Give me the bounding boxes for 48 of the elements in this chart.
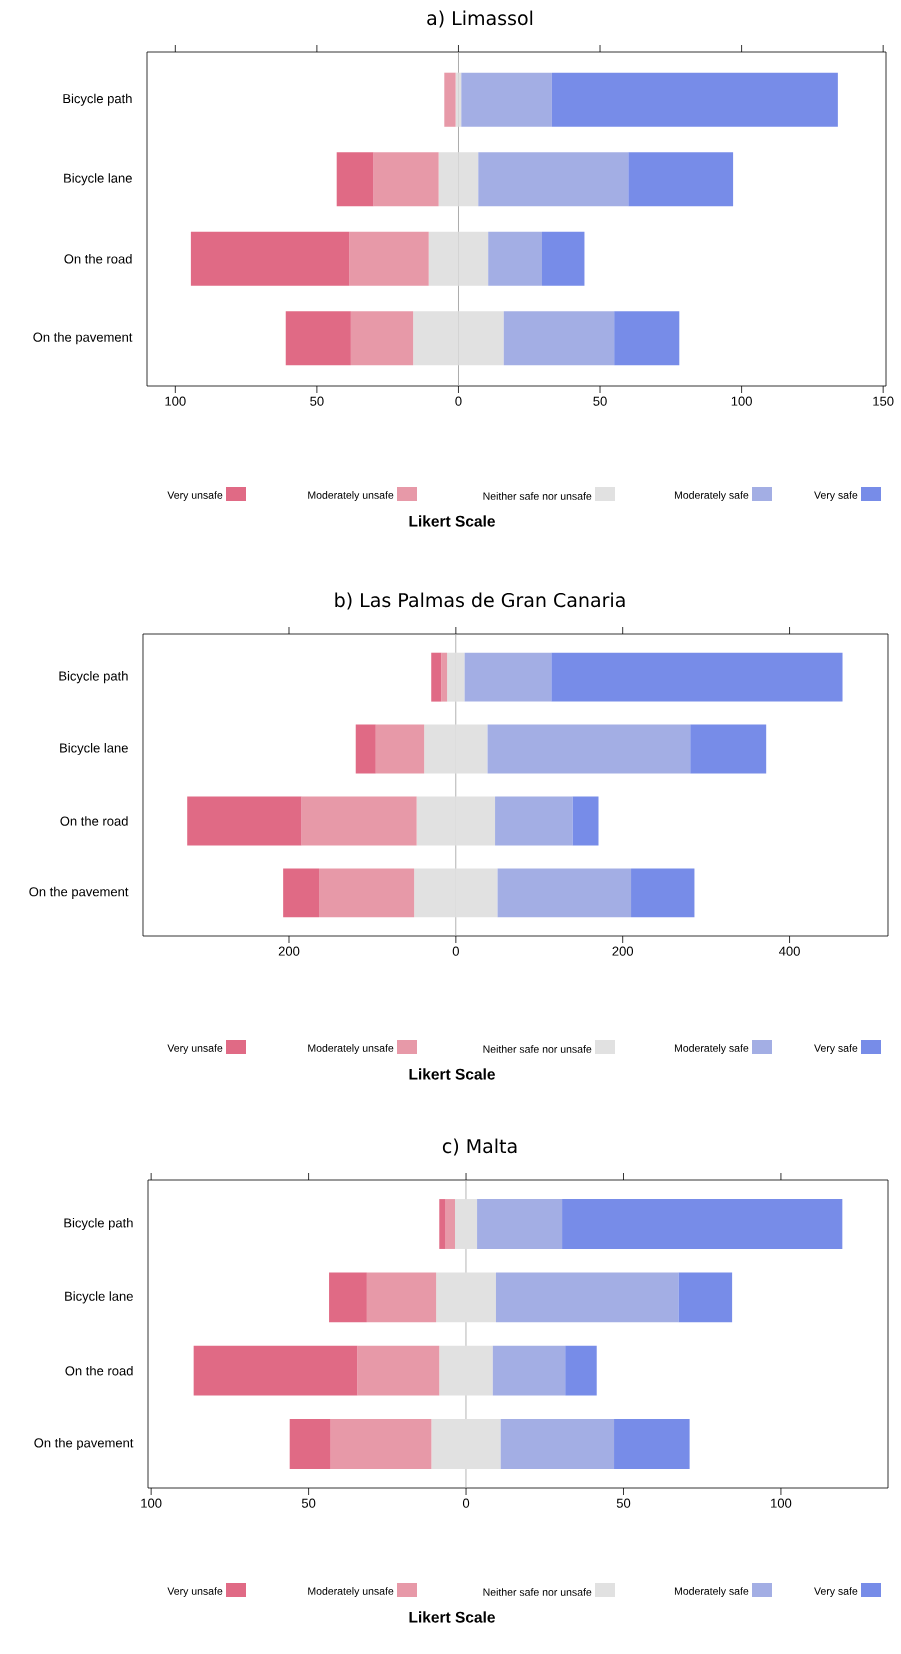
y-tick-label: Bicycle path (63, 93, 132, 106)
x-tick-label: 100 (165, 396, 186, 406)
chart-title: c) Malta (442, 1138, 517, 1156)
x-tick-label: 50 (301, 1498, 316, 1508)
x-tick-label: 50 (593, 396, 607, 406)
chart-title: b) Las Palmas de Gran Canaria (335, 592, 625, 610)
legend-label: Very unsafe (167, 491, 223, 501)
y-tick-label: Bicycle lane (64, 173, 132, 186)
chart-title: a) Limassol (427, 10, 533, 28)
legend-label: Neither safe nor unsafe (483, 1588, 592, 1596)
x-tick-label: 0 (452, 946, 459, 956)
y-tick-label: Bicycle path (59, 671, 128, 684)
legend-label: Very safe (814, 1044, 858, 1054)
y-tick-label: On the road (64, 253, 132, 264)
legend-label: Neither safe nor unsafe (483, 492, 592, 500)
legend-label: Moderately safe (674, 491, 749, 501)
x-tick-label: 100 (731, 396, 752, 406)
x-tick-label: 200 (278, 946, 300, 956)
legend-label: Very safe (814, 1587, 858, 1597)
legend-title: Likert Scale (409, 1611, 495, 1623)
legend-label: Moderately unsafe (308, 1587, 394, 1597)
y-tick-label: Bicycle lane (65, 1291, 133, 1304)
x-tick-label: 200 (612, 946, 634, 956)
legend-label: Neither safe nor unsafe (483, 1045, 592, 1053)
x-tick-label: 0 (462, 1498, 470, 1508)
x-tick-label: 150 (873, 396, 894, 406)
legend-label: Moderately safe (674, 1044, 749, 1054)
x-tick-label: 50 (616, 1498, 631, 1508)
y-tick-label: On the road (65, 1365, 133, 1376)
legend-label: Moderately unsafe (308, 491, 394, 501)
legend-label: Very safe (814, 491, 858, 501)
legend-label: Very unsafe (167, 1587, 223, 1597)
legend-title: Likert Scale (409, 1068, 495, 1080)
x-tick-label: 50 (310, 396, 324, 406)
legend-label: Moderately unsafe (308, 1044, 394, 1054)
y-tick-label: Bicycle lane (60, 743, 128, 756)
legend-title: Likert Scale (409, 515, 495, 527)
x-tick-label: 100 (141, 1498, 162, 1508)
y-tick-label: Bicycle path (64, 1217, 133, 1231)
legend-label: Moderately safe (674, 1587, 749, 1597)
y-tick-label: On the pavement (33, 332, 133, 345)
legend-label: Very unsafe (167, 1044, 223, 1054)
y-tick-label: On the road (60, 816, 128, 826)
x-tick-label: 0 (455, 396, 462, 406)
y-tick-label: On the pavement (34, 1437, 134, 1451)
x-tick-label: 400 (779, 946, 800, 956)
y-tick-label: On the pavement (29, 886, 129, 899)
x-tick-label: 100 (771, 1498, 792, 1508)
